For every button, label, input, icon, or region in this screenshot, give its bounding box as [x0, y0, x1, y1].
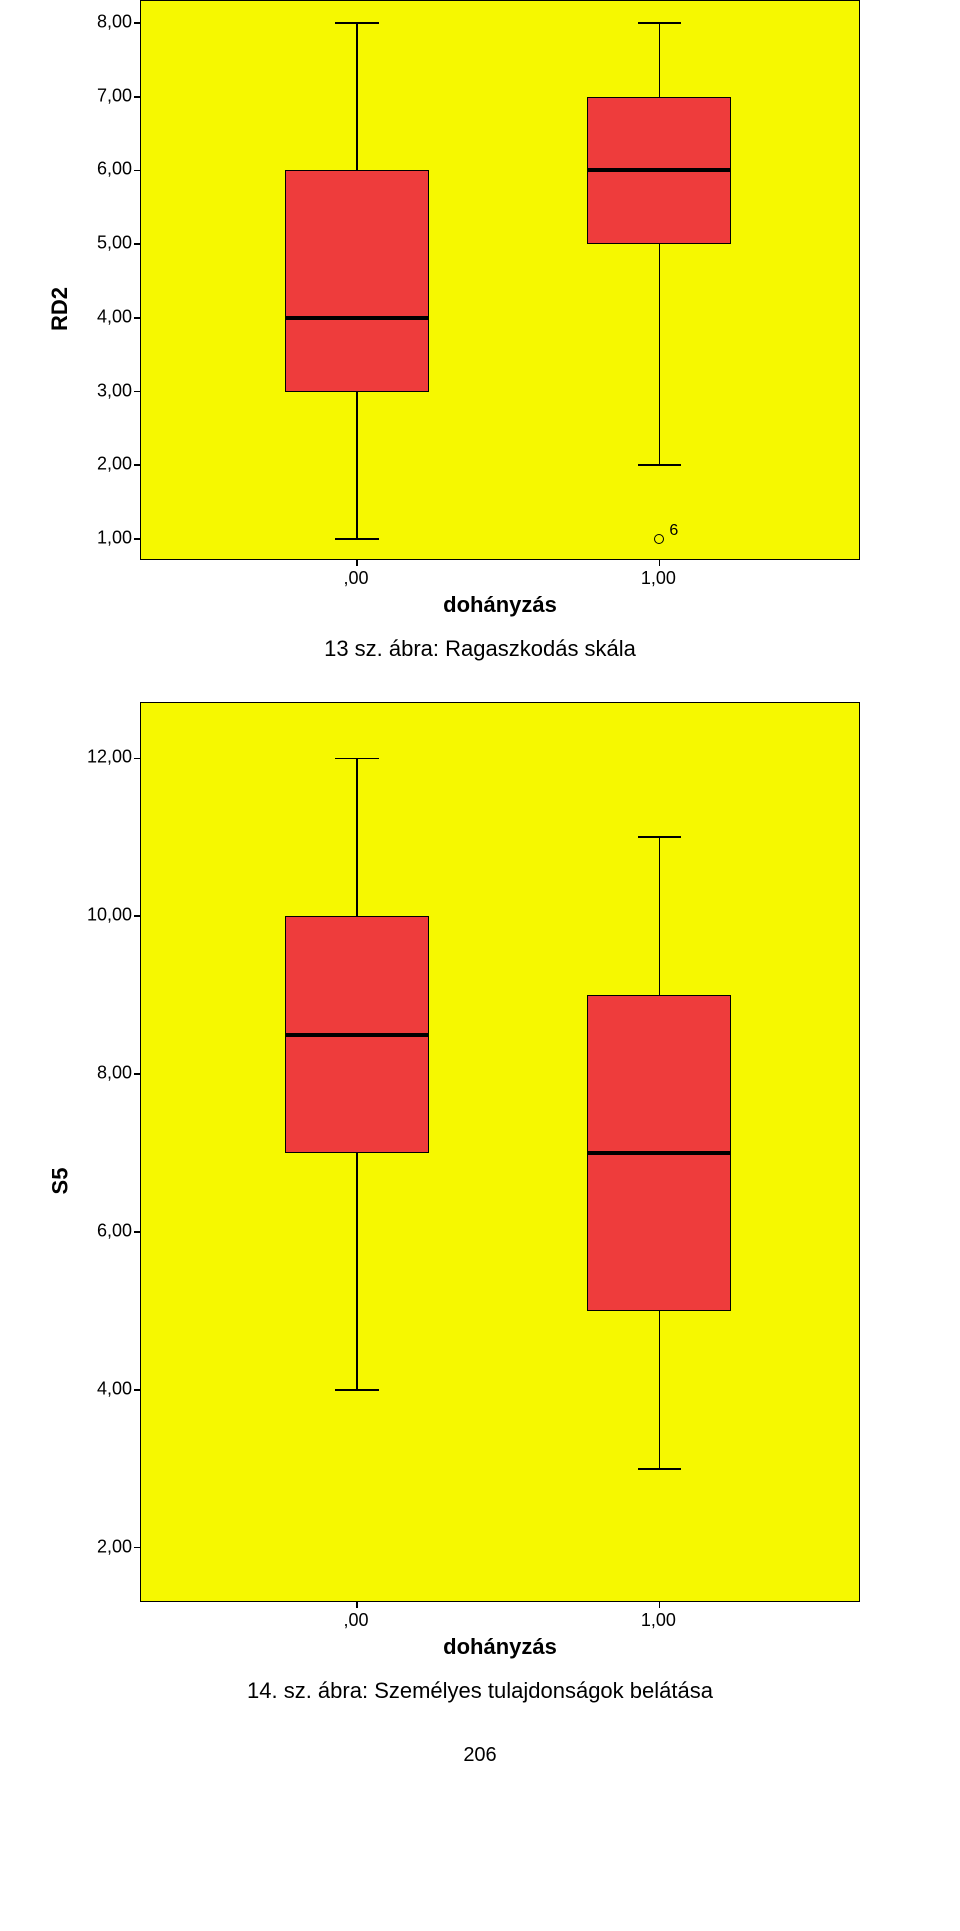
chart-2: S5 2,00 4,00 6,00 8,00 10,00 12,00 ,00 1,00 do…	[40, 702, 920, 1704]
chart-1-whisker	[659, 23, 661, 97]
chart-1-ytick-label: 7,00	[97, 85, 132, 106]
chart-2-ylabel-col: S5	[40, 702, 80, 1660]
chart-2-ytick-label: 4,00	[97, 1378, 132, 1399]
chart-1-ytick-label: 4,00	[97, 306, 132, 327]
chart-1-whisker	[659, 244, 661, 465]
chart-1-whisker	[356, 23, 358, 170]
chart-1-xlabel: dohányzás	[140, 592, 860, 618]
chart-1-xticks: ,00 1,00	[140, 560, 860, 590]
chart-1-xtick-label: 1,00	[641, 568, 676, 589]
chart-2-ytick-label: 12,00	[87, 747, 132, 768]
chart-1-ytick-mark	[134, 96, 141, 98]
chart-2-whisker	[356, 758, 358, 916]
chart-2-whisker	[356, 1153, 358, 1390]
chart-1-ytick-mark	[134, 170, 141, 172]
chart-1-ytick-label: 2,00	[97, 454, 132, 475]
chart-2-ytick-mark	[134, 915, 141, 917]
chart-1-plot-area: 6	[140, 0, 860, 560]
chart-1-outlier-label: 6	[669, 522, 678, 540]
chart-1-whisker-cap	[638, 22, 681, 24]
chart-1-ytick-mark	[134, 317, 141, 319]
chart-2-ylabel: S5	[47, 1168, 73, 1195]
chart-2-whisker-cap	[638, 1468, 681, 1470]
chart-2-ytick-label: 2,00	[97, 1536, 132, 1557]
chart-1-ytick-label: 3,00	[97, 380, 132, 401]
chart-1: RD2 1,00 2,00 3,00 4,00 5,00 6,00 7,00 8,00 6 ,…	[40, 0, 920, 662]
chart-2-median	[285, 1033, 429, 1037]
chart-1-ytick-label: 1,00	[97, 527, 132, 548]
chart-1-outlier	[654, 534, 664, 544]
chart-2-ytick-mark	[134, 1073, 141, 1075]
chart-1-whisker-cap	[335, 538, 378, 540]
chart-2-whisker-cap	[335, 1389, 378, 1391]
chart-2-xticks: ,00 1,00	[140, 1602, 860, 1632]
chart-2-median	[587, 1151, 731, 1155]
chart-1-ytick-label: 8,00	[97, 12, 132, 33]
chart-1-median	[285, 316, 429, 320]
chart-2-whisker-cap	[335, 758, 378, 760]
chart-2-caption: 14. sz. ábra: Személyes tulajdonságok be…	[40, 1678, 920, 1704]
chart-2-whisker	[659, 1311, 661, 1469]
chart-2-whisker-cap	[638, 836, 681, 838]
chart-1-whisker-cap	[638, 464, 681, 466]
page: RD2 1,00 2,00 3,00 4,00 5,00 6,00 7,00 8,00 6 ,…	[0, 0, 960, 1807]
chart-1-ytick-label: 5,00	[97, 233, 132, 254]
chart-1-ylabel-col: RD2	[40, 0, 80, 618]
chart-1-ylabel: RD2	[47, 287, 73, 331]
chart-1-whisker-cap	[335, 22, 378, 24]
chart-2-plot-area	[140, 702, 860, 1602]
chart-2-xlabel: dohányzás	[140, 1634, 860, 1660]
chart-1-whisker	[356, 392, 358, 539]
chart-2-ytick-label: 8,00	[97, 1063, 132, 1084]
chart-2-ytick-label: 6,00	[97, 1220, 132, 1241]
chart-1-median	[587, 168, 731, 172]
chart-1-ytick-mark	[134, 22, 141, 24]
chart-2-whisker	[659, 837, 661, 995]
chart-2-ytick-mark	[134, 1547, 141, 1549]
chart-1-xtick-label: ,00	[343, 568, 368, 589]
chart-1-ytick-mark	[134, 464, 141, 466]
chart-2-xtick-label: 1,00	[641, 1610, 676, 1631]
chart-1-ytick-mark	[134, 391, 141, 393]
page-number: 206	[40, 1744, 920, 1767]
chart-2-ytick-label: 10,00	[87, 905, 132, 926]
chart-2-ytick-mark	[134, 1389, 141, 1391]
chart-1-ytick-label: 6,00	[97, 159, 132, 180]
chart-1-caption: 13 sz. ábra: Ragaszkodás skála	[40, 636, 920, 662]
chart-1-ytick-mark	[134, 243, 141, 245]
chart-1-ytick-mark	[134, 538, 141, 540]
chart-2-xtick-label: ,00	[343, 1610, 368, 1631]
chart-2-yticks: 2,00 4,00 6,00 8,00 10,00 12,00	[80, 702, 140, 1602]
chart-1-box	[285, 170, 429, 391]
chart-2-ytick-mark	[134, 1231, 141, 1233]
chart-2-ytick-mark	[134, 758, 141, 760]
chart-1-yticks: 1,00 2,00 3,00 4,00 5,00 6,00 7,00 8,00	[80, 0, 140, 560]
